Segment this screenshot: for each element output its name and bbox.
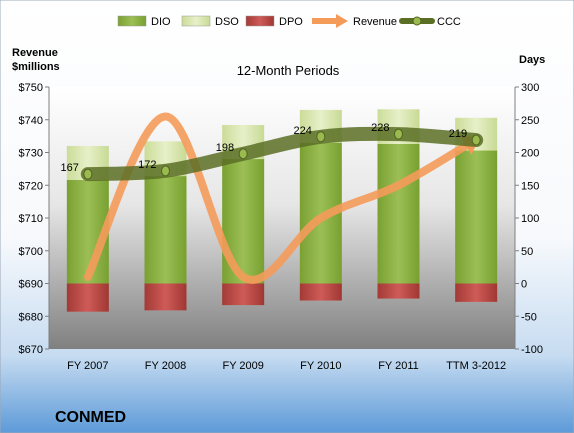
left-tick-label: $700 xyxy=(19,246,43,258)
right-tick-label: 300 xyxy=(521,82,539,94)
legend-swatch-dso xyxy=(181,15,211,27)
plot-area xyxy=(49,87,515,349)
left-axis: $670 $680 $690 $700 $710 $720 $730 $740 $750 xyxy=(19,82,50,356)
left-tick-label: $680 xyxy=(19,311,43,323)
legend-label: DIO xyxy=(151,16,171,28)
right-tick-label: -50 xyxy=(521,311,537,323)
bar-dpo xyxy=(222,283,265,306)
category-label: FY 2008 xyxy=(145,360,186,372)
bar-dio xyxy=(144,176,187,284)
ccc-data-label: 172 xyxy=(138,159,156,171)
ccc-point xyxy=(394,128,403,140)
ccc-data-label: 167 xyxy=(60,162,78,174)
ccc-data-label: 228 xyxy=(371,122,389,134)
legend-revenue-arrowhead xyxy=(336,14,348,28)
right-axis: -100 -50 0 50 100 150 200 250 300 xyxy=(514,82,543,356)
right-tick-label: 150 xyxy=(521,180,539,192)
right-tick-label: 250 xyxy=(521,115,539,127)
ccc-point xyxy=(471,134,481,146)
chart-title: 12-Month Periods xyxy=(237,63,340,78)
ccc-line xyxy=(80,126,484,182)
ccc-point xyxy=(83,168,93,180)
legend-label: CCC xyxy=(437,16,461,28)
legend-ccc-marker xyxy=(412,16,422,26)
category-label: TTM 3-2012 xyxy=(446,360,506,372)
ccc-point xyxy=(238,148,248,160)
company-name: CONMED xyxy=(55,409,126,426)
bar-dpo xyxy=(455,283,498,302)
bar-dpo xyxy=(299,283,342,301)
left-tick-label: $730 xyxy=(19,148,43,160)
category-label: FY 2009 xyxy=(222,360,263,372)
ccc-data-label: 219 xyxy=(449,128,467,140)
ccc-data-label: 224 xyxy=(293,125,311,137)
category-label: FY 2011 xyxy=(378,360,419,372)
bar-dpo xyxy=(66,283,109,312)
legend-swatch-dpo xyxy=(245,15,275,27)
left-axis-title-line1: Revenue xyxy=(12,47,58,59)
right-tick-label: 50 xyxy=(521,246,533,258)
ccc-point xyxy=(161,165,170,177)
right-axis-title: Days xyxy=(519,54,545,66)
category-label: FY 2007 xyxy=(67,360,108,372)
bar-dpo xyxy=(377,283,420,299)
category-label: FY 2010 xyxy=(300,360,341,372)
left-tick-label: $750 xyxy=(19,82,43,94)
ccc-data-label: 198 xyxy=(216,142,234,154)
category-axis: FY 2007 FY 2008 FY 2009 FY 2010 FY 2011 TTM 3… xyxy=(67,360,506,372)
left-tick-label: $740 xyxy=(19,115,43,127)
bar-dpo xyxy=(144,283,187,311)
left-axis-title-line2: $millions xyxy=(12,61,60,73)
bar-dio xyxy=(222,159,265,284)
right-tick-label: 0 xyxy=(521,279,527,291)
bar-dio xyxy=(455,150,498,284)
ccc-point xyxy=(316,131,326,143)
right-tick-label: 100 xyxy=(521,213,539,225)
bar-dio xyxy=(377,143,420,284)
right-tick-label: 200 xyxy=(521,148,539,160)
legend-label: Revenue xyxy=(353,16,397,28)
left-tick-label: $720 xyxy=(19,180,43,192)
legend-swatch-dio xyxy=(117,15,147,27)
legend-label: DSO xyxy=(215,16,239,28)
right-tick-label: -100 xyxy=(521,344,543,356)
ccc-series: 167 172 198 224 228 219 xyxy=(60,122,484,182)
legend: DIO DSO DPO Revenue CCC xyxy=(117,14,461,28)
legend-label: DPO xyxy=(279,16,303,28)
left-tick-label: $670 xyxy=(19,344,43,356)
left-tick-label: $710 xyxy=(19,213,43,225)
revenue-line xyxy=(83,112,481,284)
left-tick-label: $690 xyxy=(19,279,43,291)
